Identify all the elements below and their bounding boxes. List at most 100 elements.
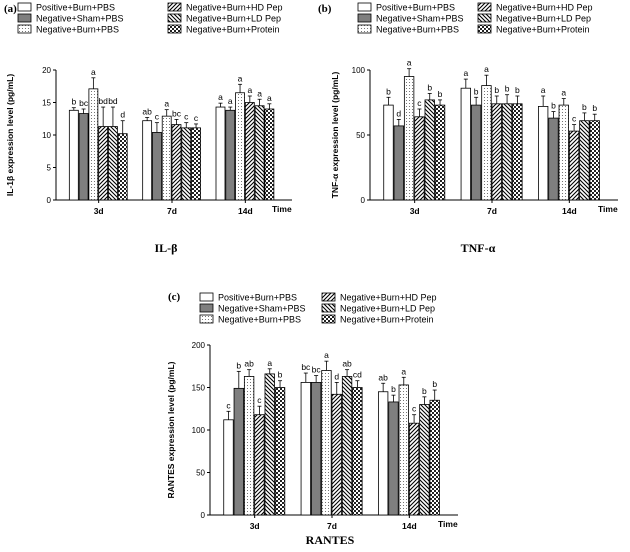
significance-letter: a <box>541 85 546 95</box>
significance-letter: ab <box>378 372 388 382</box>
y-axis-label: TNF-α expression level (pg/mL) <box>330 72 340 199</box>
significance-letter: b <box>386 86 391 96</box>
legend-swatch <box>167 13 182 23</box>
legend-swatch <box>199 314 214 324</box>
x-axis-label: Time <box>598 204 618 214</box>
legend-label: Negative+Burn+Protein <box>496 25 590 35</box>
legend-label: Negative+Burn+HD Pep <box>186 3 283 13</box>
bar <box>321 370 332 516</box>
y-tick-label: 0 <box>201 511 206 520</box>
significance-letter: a <box>247 85 252 95</box>
significance-letter: b <box>278 370 283 380</box>
significance-letter: ab <box>244 359 254 369</box>
bar <box>377 391 389 516</box>
bar <box>181 127 192 201</box>
bar <box>254 414 265 516</box>
significance-letter: b <box>592 103 597 113</box>
legend-item: Positive+Burn+PBS <box>199 293 297 303</box>
bar <box>548 117 559 201</box>
legend-item: Negative+Burn+Protein <box>167 24 280 35</box>
legend-label: Negative+Burn+LD Pep <box>340 304 435 314</box>
legend-item: Negative+Burn+PBS <box>357 25 459 35</box>
legend-label: Negative+Burn+HD Pep <box>340 293 437 303</box>
y-tick-label: 150 <box>192 384 206 393</box>
significance-letter: c <box>572 114 577 124</box>
legend-item: Negative+Sham+PBS <box>17 14 124 24</box>
legend-label: Negative+Sham+PBS <box>376 14 464 24</box>
legend-label: Negative+Sham+PBS <box>218 304 306 314</box>
y-tick-label: 100 <box>192 426 206 435</box>
bar <box>161 115 172 201</box>
significance-letter: a <box>257 88 262 98</box>
bar <box>142 120 153 201</box>
significance-letter: a <box>561 88 566 98</box>
panel-caption: RANTES <box>306 533 355 547</box>
x-tick-label: 7d <box>167 206 177 216</box>
bar <box>470 104 482 201</box>
legend-label: Positive+Burn+PBS <box>218 293 297 303</box>
significance-letter: a <box>91 67 96 77</box>
bar <box>68 109 79 201</box>
legend-item: Positive+Burn+PBS <box>357 3 455 13</box>
bar <box>191 127 201 201</box>
legend-swatch <box>167 24 182 34</box>
legend-label: Negative+Burn+LD Pep <box>496 14 591 24</box>
significance-letter: c <box>417 98 422 108</box>
legend-item: Negative+Burn+HD Pep <box>321 293 437 303</box>
x-axis-label: Time <box>438 519 458 529</box>
bar <box>393 125 404 201</box>
significance-letter: bc <box>301 362 311 372</box>
legend-label: Negative+Sham+PBS <box>36 14 124 24</box>
bar <box>88 88 99 201</box>
bar <box>244 102 255 201</box>
bar <box>383 104 394 201</box>
legend-swatch <box>17 24 32 34</box>
bar <box>331 393 342 516</box>
legend-swatch <box>167 2 182 12</box>
significance-letter: c <box>412 404 417 414</box>
legend-item: Negative+Burn+LD Pep <box>477 14 591 24</box>
x-tick-label: 3d <box>94 206 104 216</box>
significance-letter: b <box>71 97 76 107</box>
significance-letter: a <box>164 99 169 109</box>
bar <box>579 120 590 201</box>
legend-label: Positive+Burn+PBS <box>376 3 455 13</box>
bar <box>460 87 471 201</box>
bar <box>558 104 569 201</box>
legend-label: Negative+Burn+Protein <box>340 315 434 325</box>
significance-letter: a <box>407 58 412 68</box>
bar <box>98 126 109 201</box>
significance-letter: b <box>236 360 241 370</box>
bar <box>223 419 234 516</box>
y-tick-label: 10 <box>42 131 51 140</box>
x-axis-label: Time <box>272 204 292 214</box>
legend-item: Negative+Sham+PBS <box>357 14 464 24</box>
y-tick-label: 0 <box>361 196 366 205</box>
x-tick-label: 3d <box>250 521 260 531</box>
bar <box>538 106 549 201</box>
significance-letter: b <box>474 86 479 96</box>
x-tick-label: 14d <box>402 521 417 531</box>
legend-swatch <box>17 2 32 12</box>
significance-letter: a <box>228 96 233 106</box>
significance-letter: a <box>267 358 272 368</box>
bar <box>429 399 440 516</box>
significance-letter: bd <box>98 96 108 106</box>
significance-letter: bc <box>312 365 322 375</box>
bar <box>398 384 409 516</box>
bar <box>235 92 245 201</box>
significance-letter: cd <box>353 370 362 380</box>
bar <box>243 376 255 516</box>
y-tick-label: 20 <box>42 66 51 75</box>
legend-item: Negative+Burn+Protein <box>321 315 434 325</box>
legend-swatch <box>321 303 336 313</box>
significance-letter: b <box>494 85 499 95</box>
bar <box>108 126 118 201</box>
bar <box>414 116 425 201</box>
legend-item: Negative+Burn+LD Pep <box>167 13 281 24</box>
significance-letter: bd <box>108 96 118 106</box>
legend-item: Negative+Burn+LD Pep <box>321 303 435 314</box>
bar <box>501 103 513 201</box>
significance-letter: b <box>505 84 510 94</box>
bar <box>568 130 580 201</box>
